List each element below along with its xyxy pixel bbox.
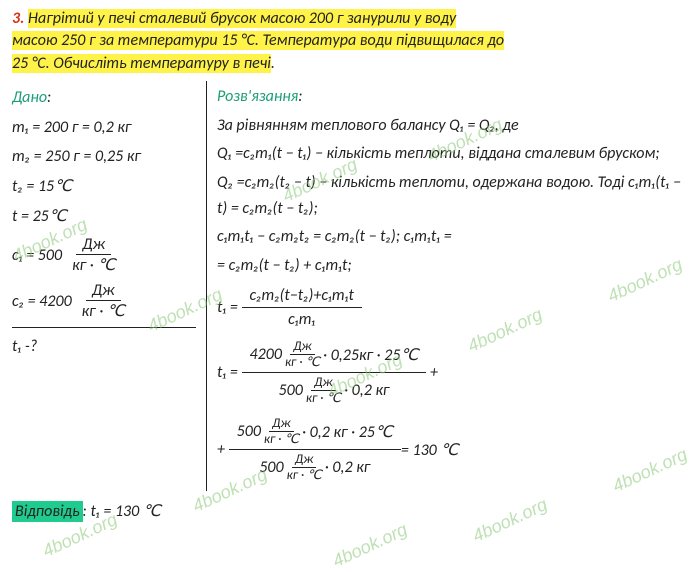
calc1-unit-den: Дж кг · ℃	[303, 375, 344, 406]
c1-prefix: c₁ = 500	[12, 246, 62, 265]
calc1-den: 500 Дж кг · ℃ · 0,2 кг	[271, 373, 398, 408]
given-c1: c₁ = 500 Дж кг · ℃	[12, 235, 196, 275]
solution-column: Розв'язання: За рівнянням теплового бала…	[207, 81, 683, 491]
given-column: Дано: m₁ = 200 г = 0,2 кг m₂ = 250 г = 0…	[12, 81, 207, 491]
calc2-d2: · 0,2 кг	[325, 458, 370, 477]
solution-label: Розв'язання	[217, 87, 298, 106]
calc1-unit-num: Дж кг · ℃	[282, 339, 323, 370]
problem-statement: 3. Нагрітий у печі сталевий брусок масою…	[12, 8, 683, 75]
given-find: t₁ -?	[12, 334, 196, 360]
c2-unit-num: Дж	[86, 281, 121, 301]
problem-text-1: Нагрітий у печі сталевий брусок масою 20…	[28, 9, 456, 28]
columns-container: Дано: m₁ = 200 г = 0,2 кг m₂ = 250 г = 0…	[12, 81, 683, 491]
calc2-d1: 500	[259, 458, 283, 477]
answer-row: Відповідь: t₁ = 130 ℃	[12, 501, 683, 521]
c1-unit-num: Дж	[76, 235, 111, 255]
calc2-n2: · 0,2 кг · 25℃	[302, 422, 393, 442]
calc2-fraction: 500 Дж кг · ℃ · 0,2 кг · 25℃ 500 Дж кг ·…	[229, 414, 401, 485]
result: = 130 ℃	[401, 440, 459, 460]
calc1-d2: · 0,2 кг	[344, 381, 389, 400]
solution-s3: Q₂ =c₂m₂(t₂ − t) − кількість теплоти, од…	[217, 170, 683, 221]
calc1-d1: 500	[279, 381, 303, 400]
solution-s1: За рівнянням теплового балансу Q₁ = Q₂, …	[217, 113, 683, 139]
given-label-row: Дано:	[12, 85, 196, 111]
problem-text-2: масою 250 г за температури 15 °C. Темпер…	[12, 31, 504, 50]
given-label: Дано	[12, 88, 47, 107]
calc2-unit-den: Дж кг · ℃	[284, 452, 325, 483]
calc2-n1: 500	[237, 422, 261, 441]
formula-den: c₁m₁	[280, 308, 323, 331]
calc1-n2: · 0,25кг · 25℃	[323, 345, 418, 365]
plus-1: +	[430, 363, 438, 382]
problem-number: 3.	[12, 9, 24, 28]
problem-line-1: 3. Нагрітий у печі сталевий брусок масою…	[12, 8, 683, 30]
given-colon: :	[47, 88, 51, 107]
c1-unit-den: кг · ℃	[66, 255, 121, 275]
calc1-num: 4200 Дж кг · ℃ · 0,25кг · 25℃	[242, 337, 427, 373]
given-t2: t₂ = 15℃	[12, 174, 196, 200]
given-c2: c₂ = 4200 Дж кг · ℃	[12, 281, 196, 321]
problem-line-2: масою 250 г за температури 15 °C. Темпер…	[12, 30, 683, 52]
solution-s4: c₁m₁t₁ − c₂m₂t₂ = c₂m₂(t − t₂); c₁m₁t₁ =	[217, 224, 683, 250]
given-divider	[12, 327, 196, 328]
calc-row-1: t₁ = 4200 Дж кг · ℃ · 0,25кг · 25℃ 500 Д…	[217, 337, 683, 408]
calc-row-2: + 500 Дж кг · ℃ · 0,2 кг · 25℃ 500 Дж кг…	[217, 414, 683, 485]
calc1-fraction: 4200 Дж кг · ℃ · 0,25кг · 25℃ 500 Дж кг …	[242, 337, 427, 408]
solution-label-row: Розв'язання:	[217, 84, 683, 110]
given-t: t = 25℃	[12, 204, 196, 230]
answer-label: Відповідь	[12, 501, 83, 522]
c2-unit-den: кг · ℃	[76, 301, 131, 321]
given-m2: m₂ = 250 г = 0,25 кг	[12, 144, 196, 170]
given-m1: m₁ = 200 г = 0,2 кг	[12, 115, 196, 141]
c2-unit-fraction: Дж кг · ℃	[76, 281, 131, 321]
plus-2: +	[217, 440, 225, 459]
calc2-unit-num: Дж кг · ℃	[261, 416, 302, 447]
formula-num: c₂m₂(t−t₂)+c₁m₁t	[242, 284, 362, 308]
calc1-n1: 4200	[250, 345, 282, 364]
watermark-icon: 4book.org	[329, 519, 410, 572]
t1-label-1: t₁ =	[217, 298, 238, 317]
c1-unit-fraction: Дж кг · ℃	[66, 235, 121, 275]
calc2-num: 500 Дж кг · ℃ · 0,2 кг · 25℃	[229, 414, 401, 450]
formula-fraction: c₂m₂(t−t₂)+c₁m₁t c₁m₁	[242, 284, 362, 331]
problem-text-3: 25 °C. Обчисліть температуру в печі	[12, 54, 271, 73]
problem-line-3: 25 °C. Обчисліть температуру в печі.	[12, 53, 683, 75]
t1-label-2: t₁ =	[217, 363, 238, 382]
problem-end: .	[271, 54, 275, 73]
c2-prefix: c₂ = 4200	[12, 292, 72, 311]
formula-row: t₁ = c₂m₂(t−t₂)+c₁m₁t c₁m₁	[217, 284, 683, 331]
solution-colon: :	[298, 87, 302, 106]
calc2-den: 500 Дж кг · ℃ · 0,2 кг	[251, 450, 378, 485]
solution-s2: Q₁ =c₂m₁(t − t₁) − кількість теплоти, ві…	[217, 141, 683, 167]
solution-s5: = c₂m₂(t − t₂) + c₁m₁t;	[217, 253, 683, 279]
answer-text: : t₁ = 130 ℃	[83, 502, 161, 521]
